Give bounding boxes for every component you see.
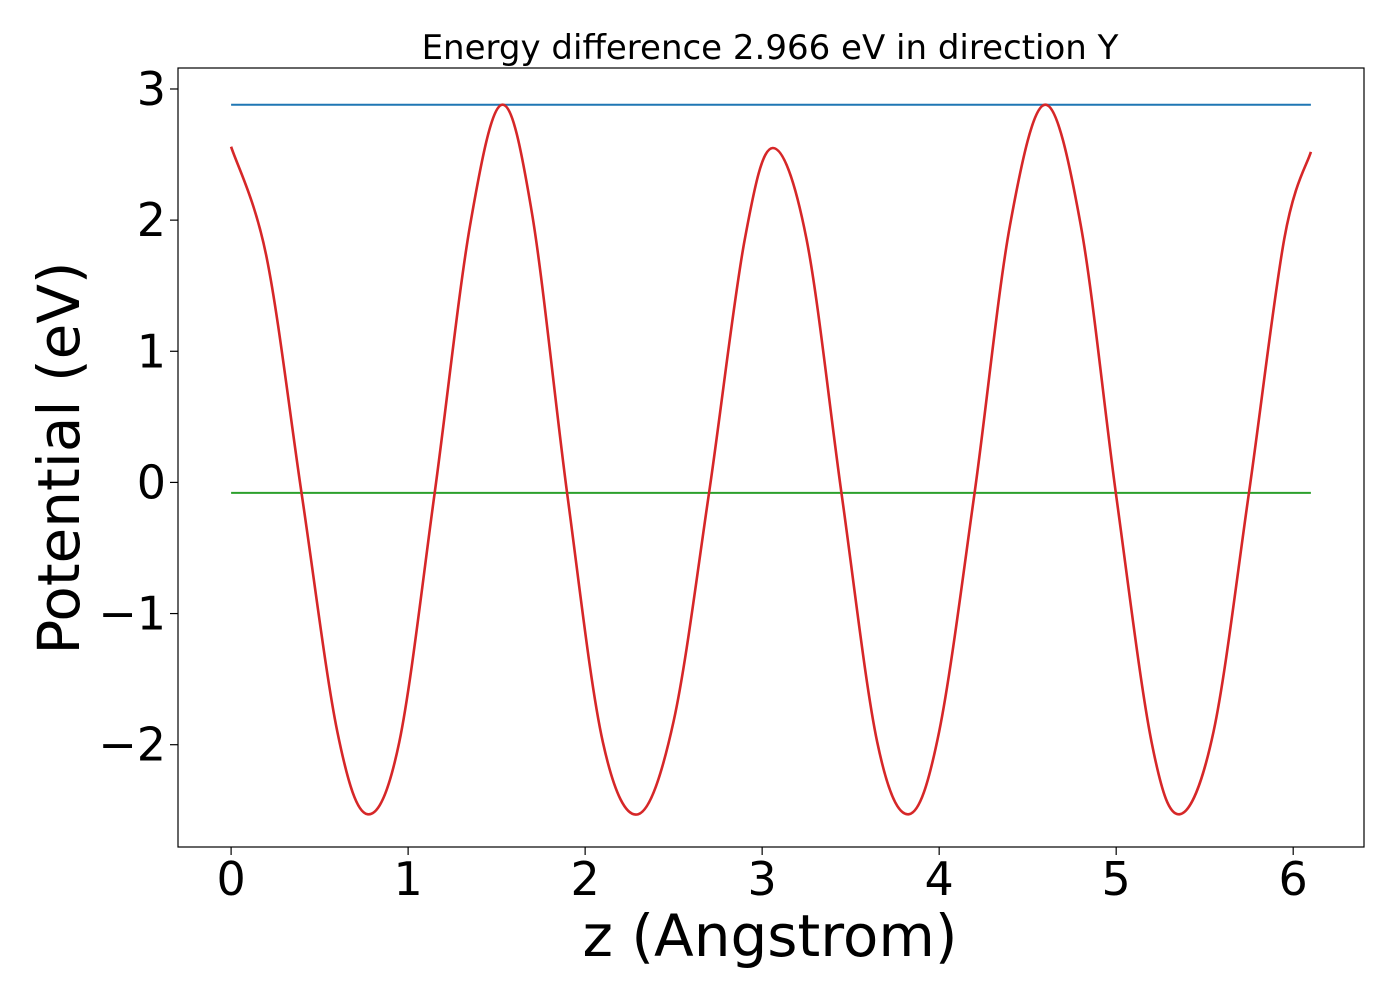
x-tick-label: 1 <box>393 852 422 906</box>
y-tick-label: 1 <box>137 324 166 378</box>
y-tick-label: −1 <box>98 587 166 641</box>
series-layer <box>229 103 1313 816</box>
y-axis-ticks: −2 −1 0 1 2 3 <box>98 62 178 772</box>
y-tick-label: 2 <box>137 193 166 247</box>
y-tick-label: 3 <box>137 62 166 116</box>
y-axis-label: Potential (eV) <box>25 261 93 654</box>
x-axis-ticks: 0 1 2 3 4 5 6 <box>216 847 1308 906</box>
x-tick-label: 3 <box>748 852 777 906</box>
plot-frame <box>177 67 1365 848</box>
x-tick-label: 6 <box>1279 852 1308 906</box>
x-tick-label: 4 <box>925 852 954 906</box>
chart-title: Energy difference 2.966 eV in direction … <box>422 28 1119 68</box>
y-tick-label: 0 <box>137 455 166 509</box>
series-line-0 <box>229 103 1313 816</box>
x-tick-label: 2 <box>570 852 599 906</box>
y-tick-label: −2 <box>98 718 166 772</box>
x-axis-label: z (Angstrom) <box>583 902 958 970</box>
x-tick-label: 0 <box>216 852 245 906</box>
x-tick-label: 5 <box>1102 852 1131 906</box>
